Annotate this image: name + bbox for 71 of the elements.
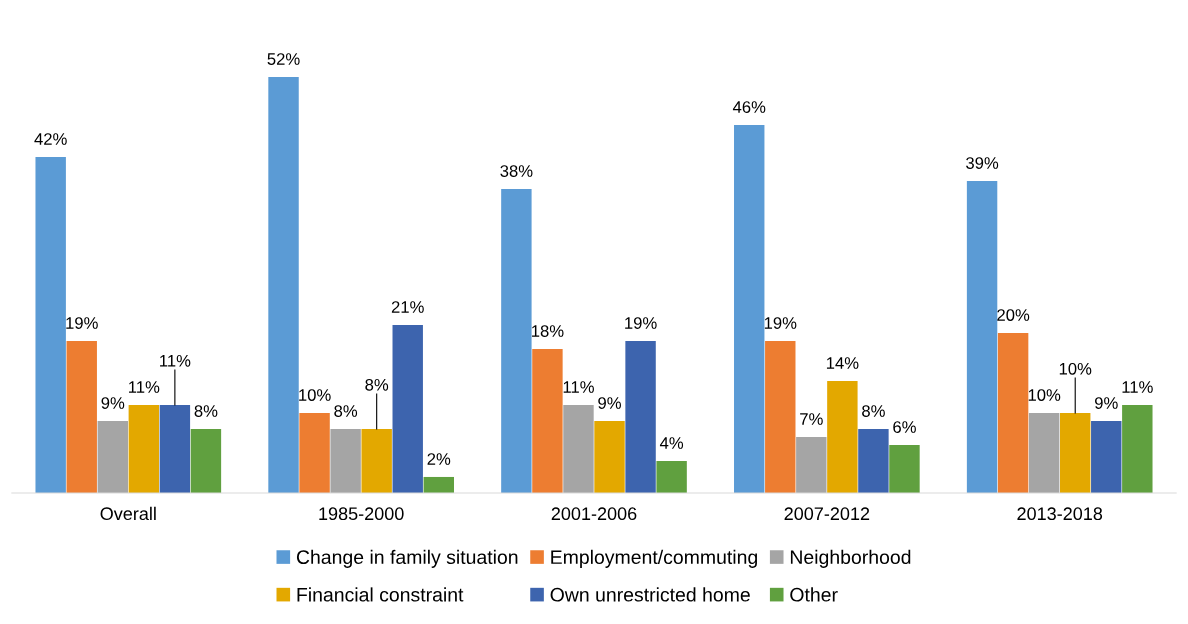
data-label: 8%: [194, 405, 218, 417]
bar: [268, 76, 299, 493]
bar: [1091, 420, 1122, 493]
data-label: 39%: [966, 157, 999, 169]
bar: [35, 156, 66, 493]
data-label: 4%: [659, 437, 684, 449]
data-label: 11%: [129, 381, 160, 393]
data-label: 11%: [1122, 381, 1153, 393]
data-label: 10%: [1059, 362, 1092, 375]
x-tick-label: 1985-2000: [319, 507, 404, 521]
bar: [594, 420, 625, 493]
bar: [966, 180, 998, 493]
data-label: 19%: [66, 317, 98, 329]
x-tick-label: Overall: [100, 506, 156, 521]
data-label: 7%: [800, 413, 823, 425]
data-label: 8%: [334, 405, 358, 417]
legend-label: Employment/commuting: [551, 549, 757, 568]
data-label: 11%: [160, 354, 191, 367]
legend-label: Neighborhood: [790, 549, 911, 568]
data-label: 14%: [826, 357, 859, 369]
data-label: 20%: [997, 309, 1030, 321]
legend-label: Other: [790, 587, 838, 602]
data-label: 11%: [563, 381, 594, 393]
bar: [532, 348, 563, 493]
data-label: 6%: [893, 421, 916, 433]
bar: [330, 428, 361, 493]
bar: [501, 188, 532, 493]
data-label: 19%: [764, 317, 797, 329]
bar: [1028, 412, 1060, 493]
data-label: 18%: [532, 325, 564, 337]
x-tick-label: 2013-2018: [1017, 507, 1103, 521]
bar: [299, 412, 330, 493]
data-label: 9%: [101, 397, 125, 409]
bar: [361, 428, 392, 493]
bar: [563, 404, 594, 493]
bar: [765, 340, 796, 493]
bar: [734, 124, 765, 493]
bar: [625, 340, 656, 493]
bar: [858, 428, 889, 493]
bar: [159, 404, 191, 493]
bar: [889, 444, 920, 493]
bar: [656, 460, 687, 493]
data-label: 21%: [391, 301, 424, 313]
legend-label: Own unrestricted home: [550, 587, 750, 602]
bar: [128, 404, 160, 493]
data-label: 10%: [1028, 389, 1061, 401]
bar: [97, 420, 128, 493]
data-label: 42%: [34, 133, 67, 145]
bar: [796, 436, 827, 493]
bar: [1060, 412, 1091, 493]
x-tick-label: 2001-2006: [551, 507, 637, 521]
data-label: 38%: [500, 165, 533, 177]
legend-label: Change in family situation: [296, 549, 518, 568]
data-label: 52%: [267, 53, 300, 65]
data-label: 8%: [365, 378, 389, 391]
data-label: 9%: [1095, 397, 1118, 409]
data-label: 8%: [862, 405, 885, 417]
data-label: 19%: [625, 317, 657, 329]
legend-label: Financial constraint: [297, 587, 464, 602]
data-label: 10%: [299, 389, 331, 401]
x-tick-label: 2007-2012: [784, 507, 870, 521]
bar: [997, 332, 1029, 493]
data-label: 2%: [427, 453, 451, 465]
bar: [1122, 404, 1153, 493]
bar: [423, 476, 454, 493]
bar: [66, 340, 97, 493]
bar: [827, 380, 858, 493]
bar: [190, 428, 222, 493]
data-label: 9%: [598, 397, 621, 409]
bar: [392, 324, 423, 493]
data-label: 46%: [732, 101, 766, 113]
